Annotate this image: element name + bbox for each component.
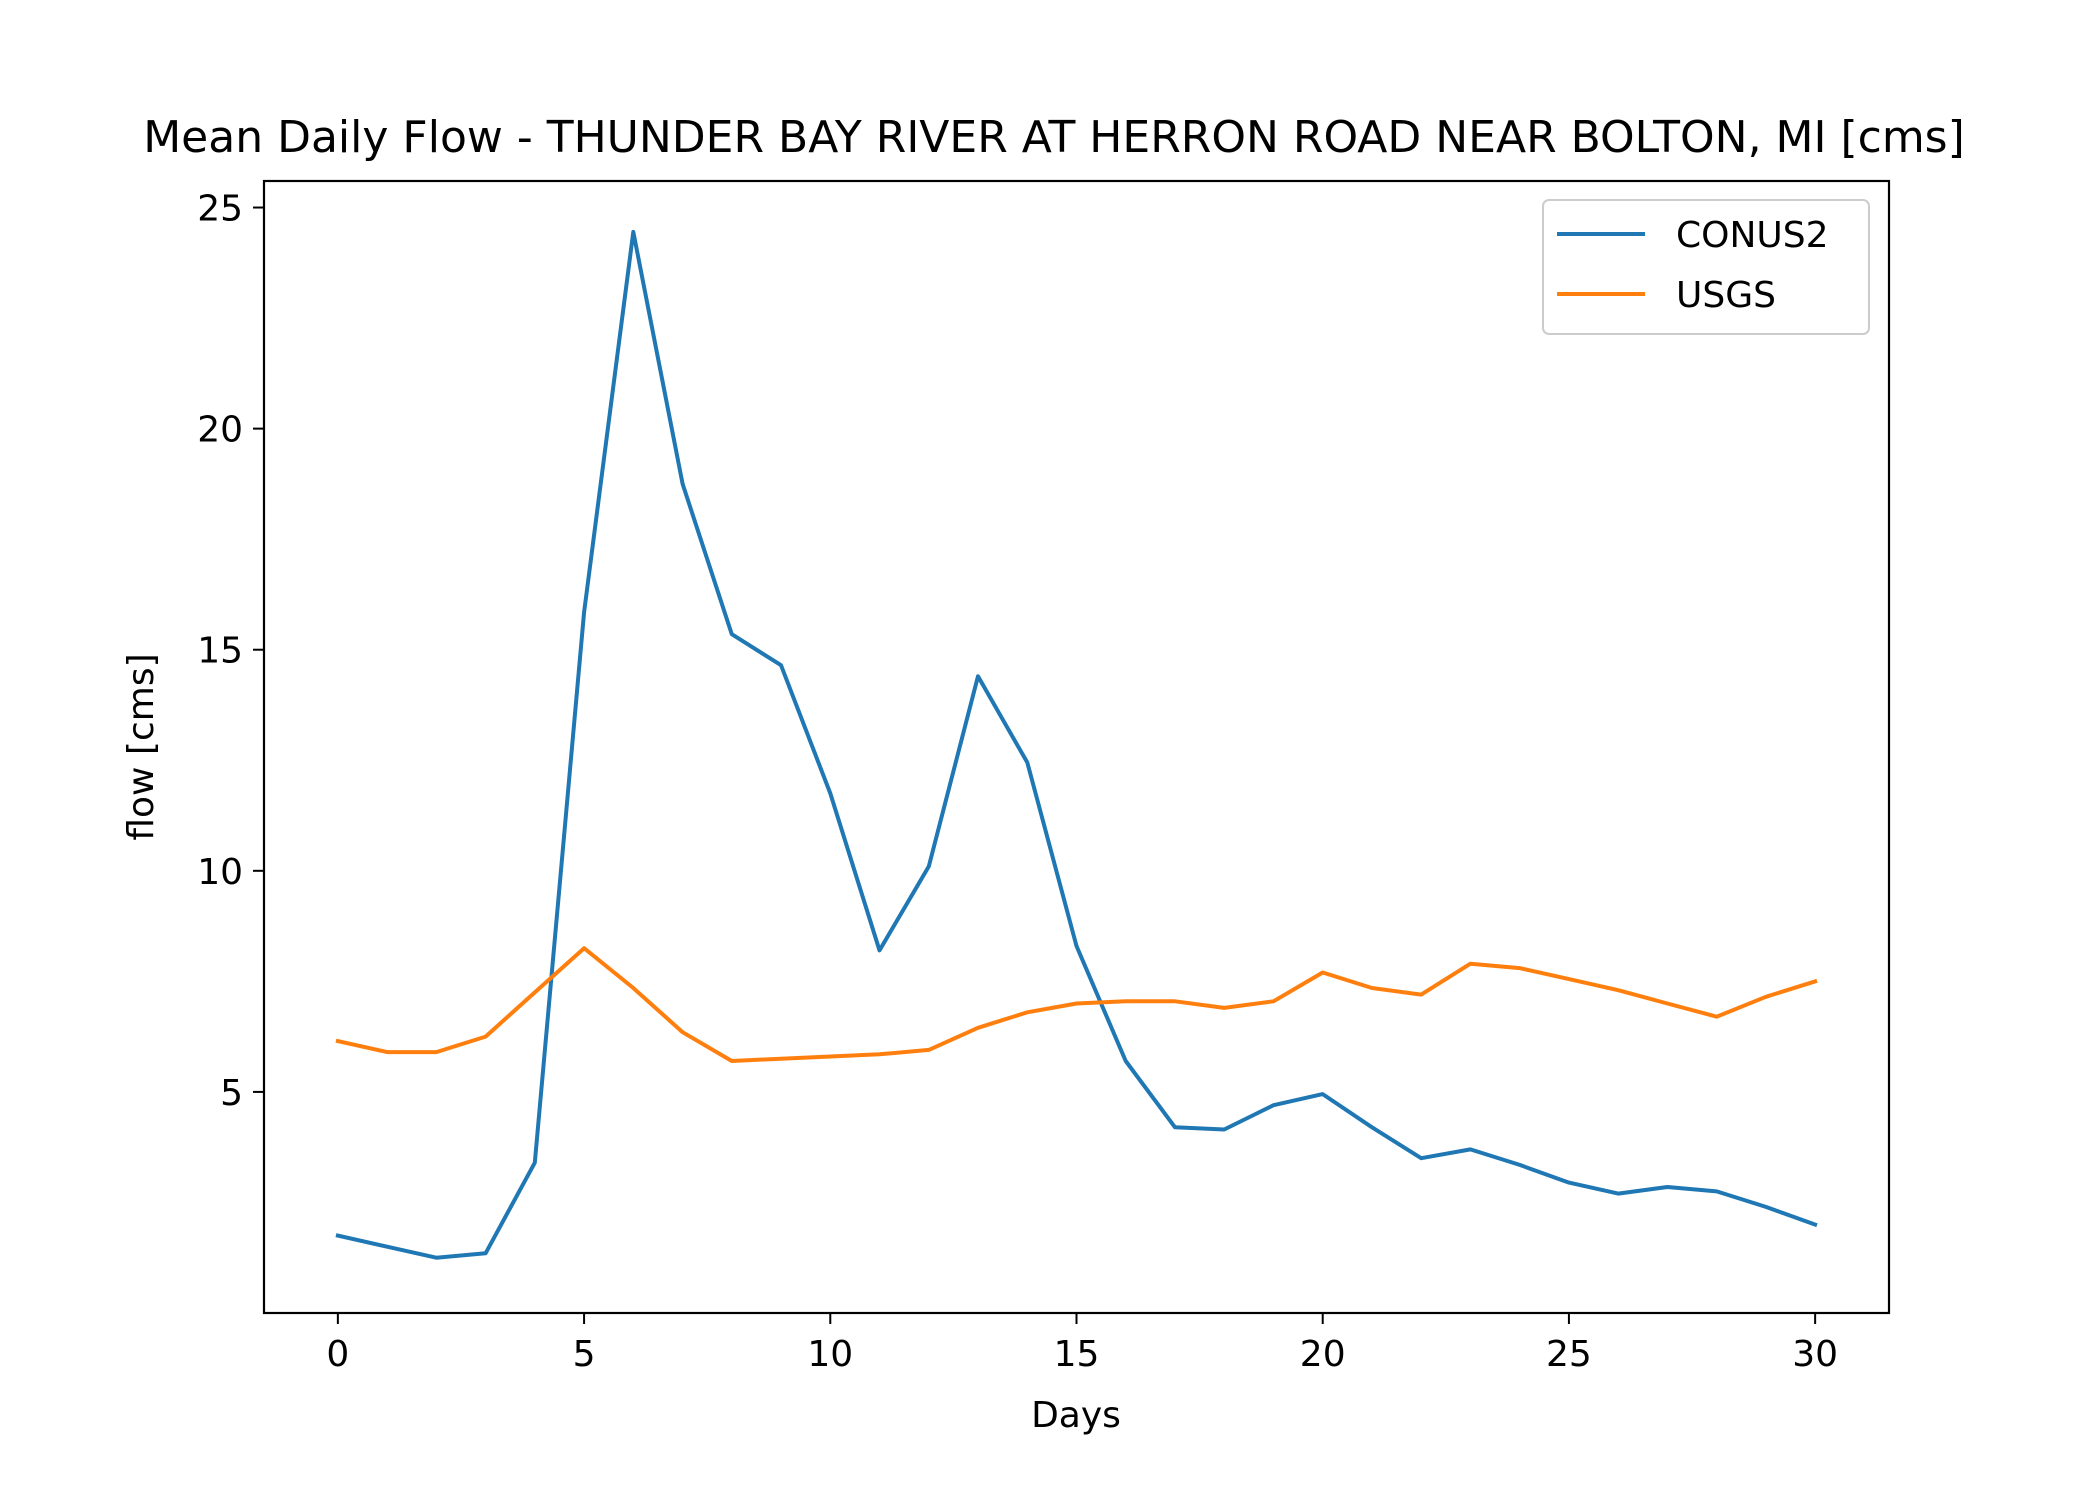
y-tick-label: 15 — [197, 631, 243, 672]
x-tick-label: 25 — [1546, 1334, 1592, 1375]
series-line-usgs — [335, 946, 1818, 1063]
x-tick-label: 20 — [1300, 1334, 1346, 1375]
x-tick-label: 10 — [807, 1334, 853, 1375]
chart-title: Mean Daily Flow - THUNDER BAY RIVER AT H… — [143, 112, 1965, 163]
y-tick-label: 10 — [197, 852, 243, 893]
legend-entries: CONUS2 USGS — [1557, 215, 1829, 316]
x-axis-ticks: 0 5 10 15 20 25 30 — [326, 1313, 1838, 1375]
series-line-conus2 — [335, 229, 1818, 1260]
y-tick-label: 5 — [220, 1073, 243, 1114]
y-tick-label: 20 — [197, 410, 243, 451]
y-axis-label: flow [cms] — [121, 653, 162, 840]
legend-label-usgs: USGS — [1676, 275, 1776, 316]
x-axis-label: Days — [1031, 1395, 1121, 1436]
y-tick-label: 25 — [197, 189, 243, 230]
x-tick-label: 15 — [1054, 1334, 1100, 1375]
plot-frame — [262, 179, 1891, 1315]
series-layer — [335, 229, 1818, 1260]
legend-label-conus2: CONUS2 — [1676, 215, 1829, 256]
legend: CONUS2 USGS — [1542, 199, 1870, 335]
y-axis-ticks: 5 10 15 20 25 — [197, 189, 264, 1114]
x-tick-label: 0 — [326, 1334, 349, 1375]
x-tick-label: 30 — [1792, 1334, 1838, 1375]
x-tick-label: 5 — [573, 1334, 596, 1375]
